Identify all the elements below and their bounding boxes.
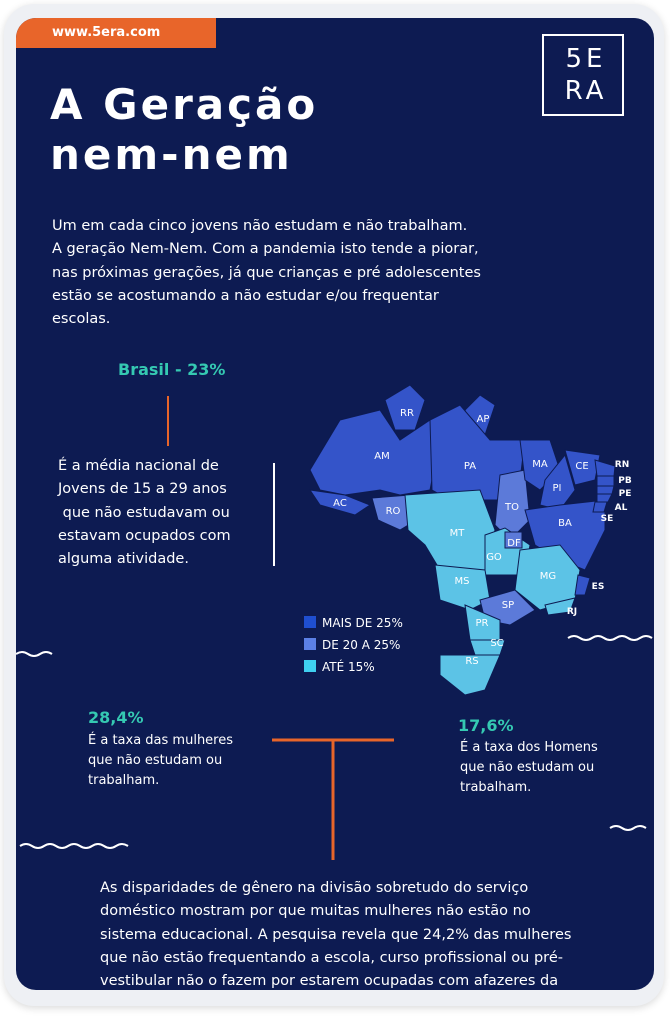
logo-text: RA bbox=[564, 76, 608, 106]
intro-line: nas próximas gerações, já que crianças e… bbox=[52, 264, 481, 281]
intro-line: escolas. bbox=[52, 311, 111, 328]
footer-line: As disparidades de gênero na divisão sob… bbox=[100, 880, 529, 896]
men-text: trabalham. bbox=[460, 780, 532, 795]
intro-line: A geração Nem-Nem. Com a pandemia isto t… bbox=[52, 241, 479, 258]
state bbox=[539, 453, 576, 511]
state-label: MS bbox=[455, 576, 470, 587]
footer-line: vestibular não o fazem por estarem ocupa… bbox=[100, 973, 559, 990]
men-text: que não estudam ou bbox=[460, 760, 595, 775]
state-label: MG bbox=[540, 571, 556, 582]
legend-label: ATÉ 15% bbox=[322, 659, 375, 674]
footer-line: sistema educacional. A pesquisa revela q… bbox=[100, 926, 572, 943]
state bbox=[434, 564, 491, 611]
infographic: www.5era.com 5E RA A Geração nem-nem AM R… bbox=[16, 18, 654, 990]
brasil-text: Jovens de 15 a 29 anos bbox=[58, 481, 227, 498]
wave bbox=[609, 825, 647, 831]
state bbox=[544, 597, 576, 616]
state bbox=[384, 384, 426, 431]
state-label: PA bbox=[464, 461, 476, 472]
state-label: AP bbox=[477, 414, 490, 425]
logo: 5E RA bbox=[542, 34, 624, 116]
state-label: MT bbox=[450, 528, 466, 539]
state-label: TO bbox=[504, 502, 519, 513]
state-label: BA bbox=[558, 518, 572, 529]
state-label: PI bbox=[553, 483, 562, 494]
brasil-stat: Brasil - 23% bbox=[118, 360, 226, 379]
site-url: www.5era.com bbox=[16, 18, 216, 48]
state bbox=[596, 493, 613, 503]
wave bbox=[16, 651, 53, 657]
footer-line: que não estão frequentando a escola, cur… bbox=[100, 949, 563, 966]
state-label: AC bbox=[333, 498, 347, 509]
state-label: RJ bbox=[567, 607, 577, 617]
state-label: AM bbox=[374, 451, 389, 462]
state bbox=[439, 654, 501, 696]
footer-line: doméstico mostram por que muitas mulhere… bbox=[100, 903, 531, 920]
legend-label: DE 20 A 25% bbox=[322, 638, 400, 652]
state-label: PB bbox=[618, 476, 632, 486]
wave bbox=[19, 843, 129, 849]
state-label: SE bbox=[601, 514, 614, 524]
state bbox=[594, 459, 616, 477]
legend-label: MAIS DE 25% bbox=[322, 616, 403, 630]
title: A Geração bbox=[50, 80, 319, 129]
state-label: GO bbox=[486, 552, 502, 563]
wave bbox=[567, 635, 653, 641]
title: nem-nem bbox=[50, 130, 293, 179]
intro-line: Um em cada cinco jovens não estudam e nã… bbox=[52, 218, 468, 234]
state bbox=[574, 574, 591, 596]
legend-swatch bbox=[304, 638, 316, 650]
state-label: PR bbox=[476, 618, 489, 629]
intro-line: estão se acostumando a não estudar e/ou … bbox=[52, 287, 439, 304]
state-label: MA bbox=[532, 459, 548, 470]
brasil-text: É a média nacional de bbox=[58, 458, 219, 474]
brasil-text: alguma atividade. bbox=[58, 551, 189, 568]
state-label: RN bbox=[615, 460, 629, 470]
brasil-text: que não estudavam ou bbox=[58, 504, 230, 521]
map-layer: AM RR AP PA AC RO MT TO MA PI CE BA GO DF MS MG ES RJ SP PR… bbox=[16, 384, 653, 860]
state-label: PE bbox=[619, 489, 632, 499]
state bbox=[308, 489, 372, 516]
state bbox=[564, 449, 601, 486]
state-label: RR bbox=[400, 408, 414, 419]
state-label: RS bbox=[465, 656, 478, 667]
state-label: DF bbox=[507, 538, 521, 549]
state-label: RO bbox=[386, 506, 401, 517]
state-label: SP bbox=[502, 600, 514, 611]
state-label: CE bbox=[575, 461, 588, 472]
state bbox=[596, 475, 615, 487]
legend-swatch bbox=[304, 660, 316, 672]
state-label: SC bbox=[490, 638, 503, 649]
women-text: É a taxa das mulheres bbox=[88, 733, 234, 748]
state bbox=[504, 531, 523, 549]
brasil-text: estavam ocupados com bbox=[58, 527, 231, 544]
state-label: AL bbox=[615, 503, 628, 513]
men-stat: 17,6% bbox=[458, 716, 514, 735]
women-text: trabalham. bbox=[88, 773, 160, 788]
women-text: que não estudam ou bbox=[88, 753, 223, 768]
state bbox=[494, 469, 531, 541]
state bbox=[592, 501, 608, 513]
women-stat: 28,4% bbox=[88, 708, 144, 727]
state bbox=[596, 485, 615, 495]
men-text: É a taxa dos Homens bbox=[460, 740, 598, 755]
legend-swatch bbox=[304, 616, 316, 628]
state-label: ES bbox=[592, 582, 605, 592]
logo-text: 5E bbox=[565, 44, 607, 74]
